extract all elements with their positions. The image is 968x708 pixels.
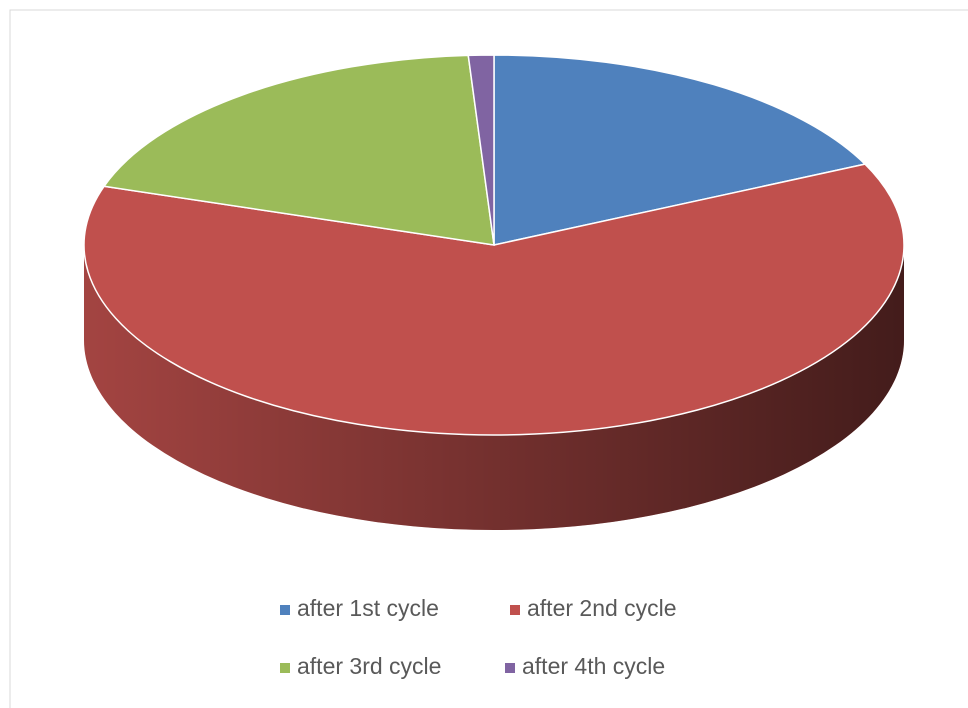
legend-marker (510, 605, 520, 615)
legend-label: after 2nd cycle (527, 595, 677, 621)
legend-label: after 3rd cycle (297, 653, 441, 679)
slice (83, 163, 905, 436)
slice (467, 54, 495, 246)
legend-marker (280, 663, 290, 673)
legend-marker (505, 663, 515, 673)
legend-label: after 4th cycle (522, 653, 665, 679)
slice (493, 54, 867, 246)
slice (102, 54, 495, 246)
legend-label: after 1st cycle (297, 595, 439, 621)
slice-side-shade (84, 245, 904, 530)
legend-marker (280, 605, 290, 615)
